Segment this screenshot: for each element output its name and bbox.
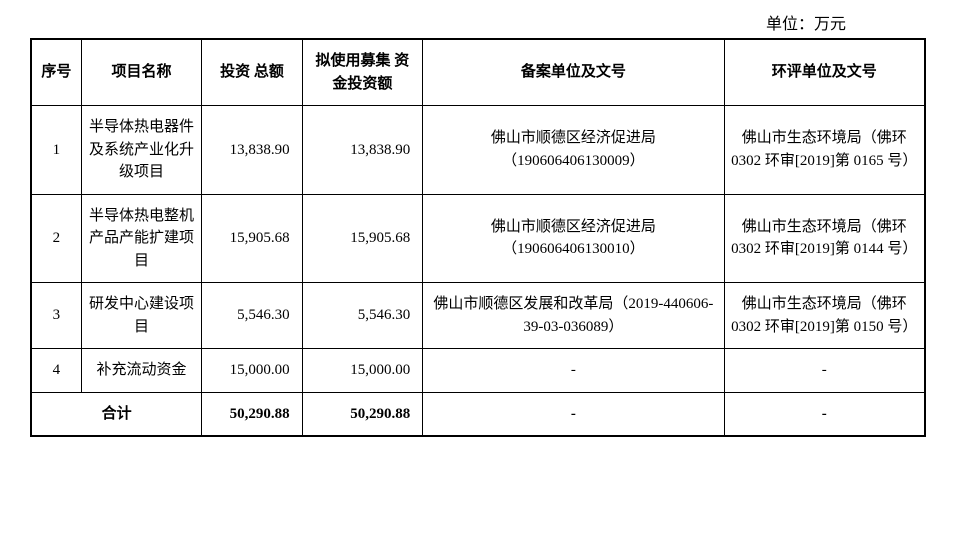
cell-fund: 15,000.00	[302, 349, 423, 393]
col-seq-header: 序号	[31, 39, 81, 106]
table-row: 4 补充流动资金 15,000.00 15,000.00 - -	[31, 349, 925, 393]
totals-label: 合计	[31, 392, 202, 436]
col-filing-header: 备案单位及文号	[423, 39, 724, 106]
cell-total: 15,905.68	[202, 194, 302, 283]
cell-name: 半导体热电整机产品产能扩建项目	[81, 194, 202, 283]
cell-env: -	[724, 349, 925, 393]
cell-filing: -	[423, 349, 724, 393]
cell-env: 佛山市生态环境局（佛环 0302 环审[2019]第 0150 号）	[724, 283, 925, 349]
col-name-header: 项目名称	[81, 39, 202, 106]
cell-seq: 2	[31, 194, 81, 283]
cell-filing: 佛山市顺德区经济促进局（190606406130010）	[423, 194, 724, 283]
col-total-header: 投资 总额	[202, 39, 302, 106]
cell-fund: 15,905.68	[302, 194, 423, 283]
table-row: 3 研发中心建设项目 5,546.30 5,546.30 佛山市顺德区发展和改革…	[31, 283, 925, 349]
col-env-header: 环评单位及文号	[724, 39, 925, 106]
investment-table: 序号 项目名称 投资 总额 拟使用募集 资金投资额 备案单位及文号 环评单位及文…	[30, 38, 926, 437]
header-row: 序号 项目名称 投资 总额 拟使用募集 资金投资额 备案单位及文号 环评单位及文…	[31, 39, 925, 106]
table-row: 2 半导体热电整机产品产能扩建项目 15,905.68 15,905.68 佛山…	[31, 194, 925, 283]
totals-fund: 50,290.88	[302, 392, 423, 436]
cell-total: 15,000.00	[202, 349, 302, 393]
cell-name: 补充流动资金	[81, 349, 202, 393]
cell-filing: 佛山市顺德区发展和改革局（2019-440606-39-03-036089）	[423, 283, 724, 349]
totals-total: 50,290.88	[202, 392, 302, 436]
totals-row: 合计 50,290.88 50,290.88 - -	[31, 392, 925, 436]
cell-name: 半导体热电器件及系统产业化升级项目	[81, 106, 202, 195]
col-fund-header: 拟使用募集 资金投资额	[302, 39, 423, 106]
totals-filing: -	[423, 392, 724, 436]
cell-fund: 13,838.90	[302, 106, 423, 195]
cell-seq: 4	[31, 349, 81, 393]
cell-seq: 3	[31, 283, 81, 349]
cell-env: 佛山市生态环境局（佛环 0302 环审[2019]第 0165 号）	[724, 106, 925, 195]
cell-filing: 佛山市顺德区经济促进局（190606406130009）	[423, 106, 724, 195]
cell-total: 13,838.90	[202, 106, 302, 195]
table-row: 1 半导体热电器件及系统产业化升级项目 13,838.90 13,838.90 …	[31, 106, 925, 195]
cell-env: 佛山市生态环境局（佛环 0302 环审[2019]第 0144 号）	[724, 194, 925, 283]
unit-label: 单位：万元	[30, 10, 846, 34]
cell-seq: 1	[31, 106, 81, 195]
totals-env: -	[724, 392, 925, 436]
cell-name: 研发中心建设项目	[81, 283, 202, 349]
cell-fund: 5,546.30	[302, 283, 423, 349]
cell-total: 5,546.30	[202, 283, 302, 349]
